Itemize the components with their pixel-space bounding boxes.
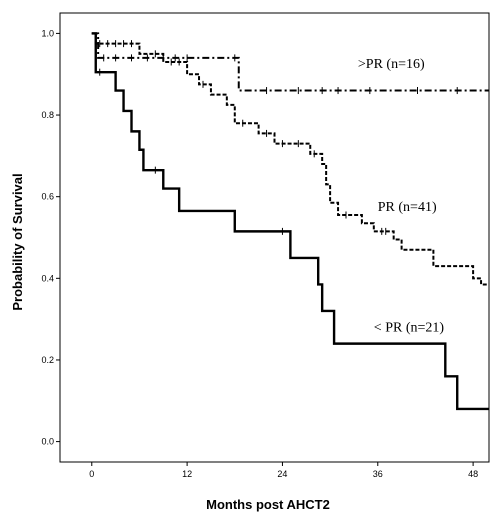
x-tick-label: 0 xyxy=(89,469,94,479)
x-tick-label: 24 xyxy=(277,469,287,479)
plot-area xyxy=(59,12,490,463)
series-label: >PR (n=16) xyxy=(358,57,425,72)
series-label: < PR (n=21) xyxy=(374,320,445,335)
y-axis: 0.0 0.2 0.4 0.6 0.8 1.0 xyxy=(41,28,60,447)
series-label-layer: >PR (n=16) PR (n=41) < PR (n=21) xyxy=(358,57,444,335)
series-layer xyxy=(91,32,489,411)
x-axis-title: Months post AHCT2 xyxy=(206,497,330,512)
x-axis: 0 12 24 36 48 xyxy=(89,462,478,479)
x-tick-label: 12 xyxy=(182,469,192,479)
y-axis-title: Probability of Survival xyxy=(10,173,25,310)
series-2 xyxy=(91,32,489,286)
series-label: PR (n=41) xyxy=(378,200,437,215)
series-3 xyxy=(91,32,489,411)
series-line xyxy=(91,32,489,411)
y-tick-label: 0.4 xyxy=(41,273,54,283)
y-tick-label: 0.0 xyxy=(41,437,54,447)
series-line xyxy=(91,32,489,286)
series-1 xyxy=(91,32,489,95)
y-tick-label: 0.8 xyxy=(41,110,54,120)
y-tick-label: 1.0 xyxy=(41,28,54,38)
y-tick-label: 0.6 xyxy=(41,192,54,202)
y-tick-label: 0.2 xyxy=(41,355,54,365)
series-line xyxy=(91,32,489,92)
x-tick-label: 36 xyxy=(373,469,383,479)
x-tick-label: 48 xyxy=(468,469,478,479)
